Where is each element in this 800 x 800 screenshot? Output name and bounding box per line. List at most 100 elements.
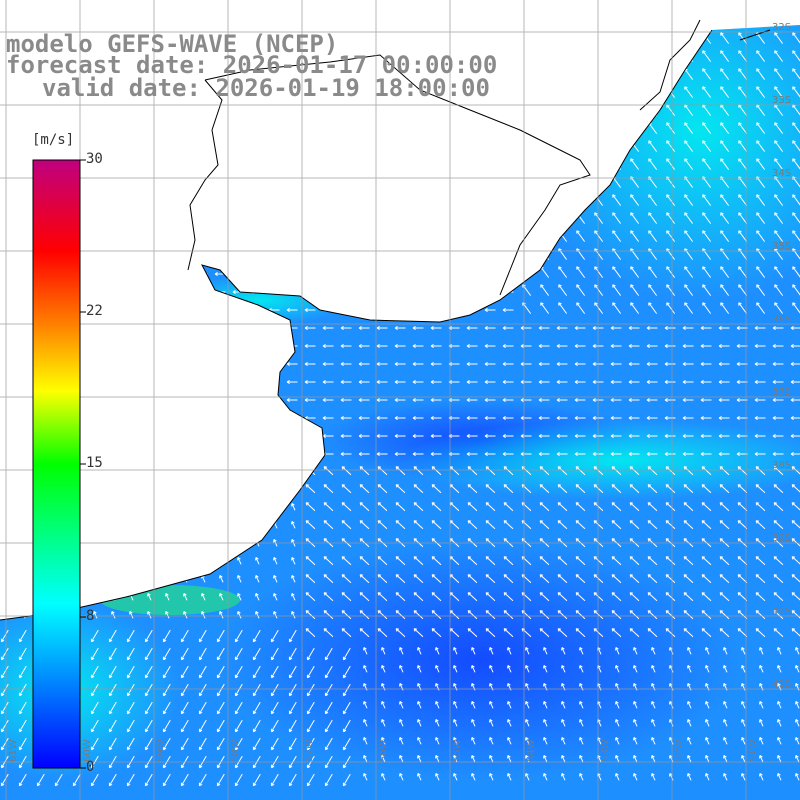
wind-arrow-icon (358, 182, 370, 186)
wind-arrow-icon (201, 485, 206, 493)
wind-arrow-icon (466, 434, 478, 438)
wind-arrow-icon (503, 592, 514, 602)
wind-arrow-icon (160, 200, 172, 204)
wind-arrow-icon (720, 122, 730, 134)
wind-arrow-icon (502, 56, 514, 60)
wind-arrow-icon (183, 521, 188, 529)
wind-arrow-icon (413, 520, 424, 530)
wind-arrow-icon (575, 610, 586, 620)
wind-arrow-icon (576, 50, 586, 62)
wind-arrow-icon (628, 362, 640, 366)
wind-arrow-icon (754, 380, 766, 384)
wind-arrow-icon (756, 194, 766, 206)
wind-arrow-icon (719, 520, 730, 530)
wind-arrow-icon (719, 628, 730, 638)
wind-arrow-icon (106, 434, 118, 438)
wind-arrow-icon (648, 104, 658, 116)
wind-arrow-icon (648, 158, 658, 170)
wind-arrow-icon (124, 236, 136, 240)
wind-arrow-icon (142, 218, 154, 222)
wind-arrow-icon (3, 467, 8, 475)
wind-arrow-icon (88, 146, 100, 150)
wind-arrow-icon (0, 452, 10, 456)
wind-arrow-icon (754, 344, 766, 348)
lat-label: 40S (772, 606, 792, 617)
wind-arrow-icon (412, 362, 424, 366)
wind-arrow-icon (738, 266, 748, 278)
wind-arrow-icon (412, 452, 424, 456)
wind-arrow-icon (304, 362, 316, 366)
wind-arrow-icon (700, 452, 712, 456)
wind-arrow-icon (358, 146, 370, 150)
wind-arrow-icon (666, 68, 676, 80)
wind-arrow-icon (612, 104, 622, 116)
wind-arrow-icon (93, 557, 98, 565)
wind-arrow-icon (540, 50, 550, 62)
wind-arrow-icon (502, 200, 514, 204)
wind-arrow-icon (756, 50, 766, 62)
wind-arrow-icon (340, 362, 352, 366)
wind-arrow-icon (484, 110, 496, 114)
wind-arrow-icon (687, 647, 692, 655)
wind-arrow-icon (377, 592, 388, 602)
wind-arrow-icon (738, 140, 748, 152)
wind-arrow-icon (647, 466, 658, 476)
wind-arrow-icon (16, 164, 28, 168)
wind-arrow-icon (630, 284, 640, 296)
wind-arrow-icon (178, 254, 190, 258)
wind-arrow-icon (466, 398, 478, 402)
wind-arrow-icon (633, 665, 638, 673)
wind-arrow-icon (268, 290, 280, 294)
wind-arrow-icon (268, 236, 280, 240)
wind-arrow-icon (324, 773, 333, 787)
wind-arrow-icon (466, 128, 478, 132)
wind-arrow-icon (214, 398, 226, 402)
wind-arrow-icon (255, 575, 260, 583)
wind-arrow-icon (0, 146, 10, 150)
wind-arrow-icon (629, 592, 640, 602)
wind-arrow-icon (759, 773, 764, 781)
wind-arrow-icon (647, 574, 658, 584)
wind-arrow-icon (291, 593, 296, 601)
wind-arrow-icon (142, 128, 154, 132)
wind-arrow-icon (575, 502, 586, 512)
wind-arrow-icon (16, 110, 28, 114)
wind-arrow-icon (252, 737, 261, 751)
wind-arrow-icon (216, 647, 225, 661)
wind-arrow-icon (466, 452, 478, 456)
wind-arrow-icon (21, 521, 26, 529)
wind-arrow-icon (358, 326, 370, 330)
wind-arrow-icon (232, 128, 244, 132)
wind-arrow-icon (324, 719, 333, 733)
wind-arrow-icon (147, 521, 152, 529)
wind-arrow-icon (376, 164, 388, 168)
wind-arrow-icon (255, 611, 260, 619)
wind-arrow-icon (178, 434, 190, 438)
wind-arrow-icon (466, 218, 478, 222)
wind-arrow-icon (196, 362, 208, 366)
wind-arrow-icon (448, 128, 460, 132)
wind-arrow-icon (720, 68, 730, 80)
wind-arrow-icon (664, 452, 676, 456)
wind-arrow-icon (664, 398, 676, 402)
wind-arrow-icon (323, 628, 334, 638)
wind-arrow-icon (323, 556, 334, 566)
wind-arrow-icon (647, 520, 658, 530)
wind-arrow-icon (162, 737, 171, 751)
wind-arrow-icon (106, 182, 118, 186)
wind-arrow-icon (647, 592, 658, 602)
wind-arrow-icon (363, 665, 368, 673)
wind-arrow-icon (0, 380, 10, 384)
wind-arrow-icon (196, 416, 208, 420)
wind-arrow-icon (467, 592, 478, 602)
wind-arrow-icon (305, 574, 316, 584)
wind-arrow-icon (648, 194, 658, 206)
wind-arrow-icon (702, 86, 712, 98)
wind-arrow-icon (412, 308, 424, 312)
wind-arrow-icon (723, 719, 728, 727)
wind-arrow-icon (412, 146, 424, 150)
wind-arrow-icon (324, 737, 333, 751)
wind-arrow-icon (484, 236, 496, 240)
wind-arrow-icon (108, 773, 117, 787)
wind-arrow-icon (3, 503, 8, 511)
